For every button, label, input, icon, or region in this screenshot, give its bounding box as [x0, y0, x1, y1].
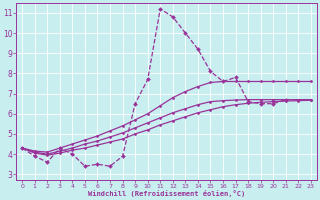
- X-axis label: Windchill (Refroidissement éolien,°C): Windchill (Refroidissement éolien,°C): [88, 190, 245, 197]
